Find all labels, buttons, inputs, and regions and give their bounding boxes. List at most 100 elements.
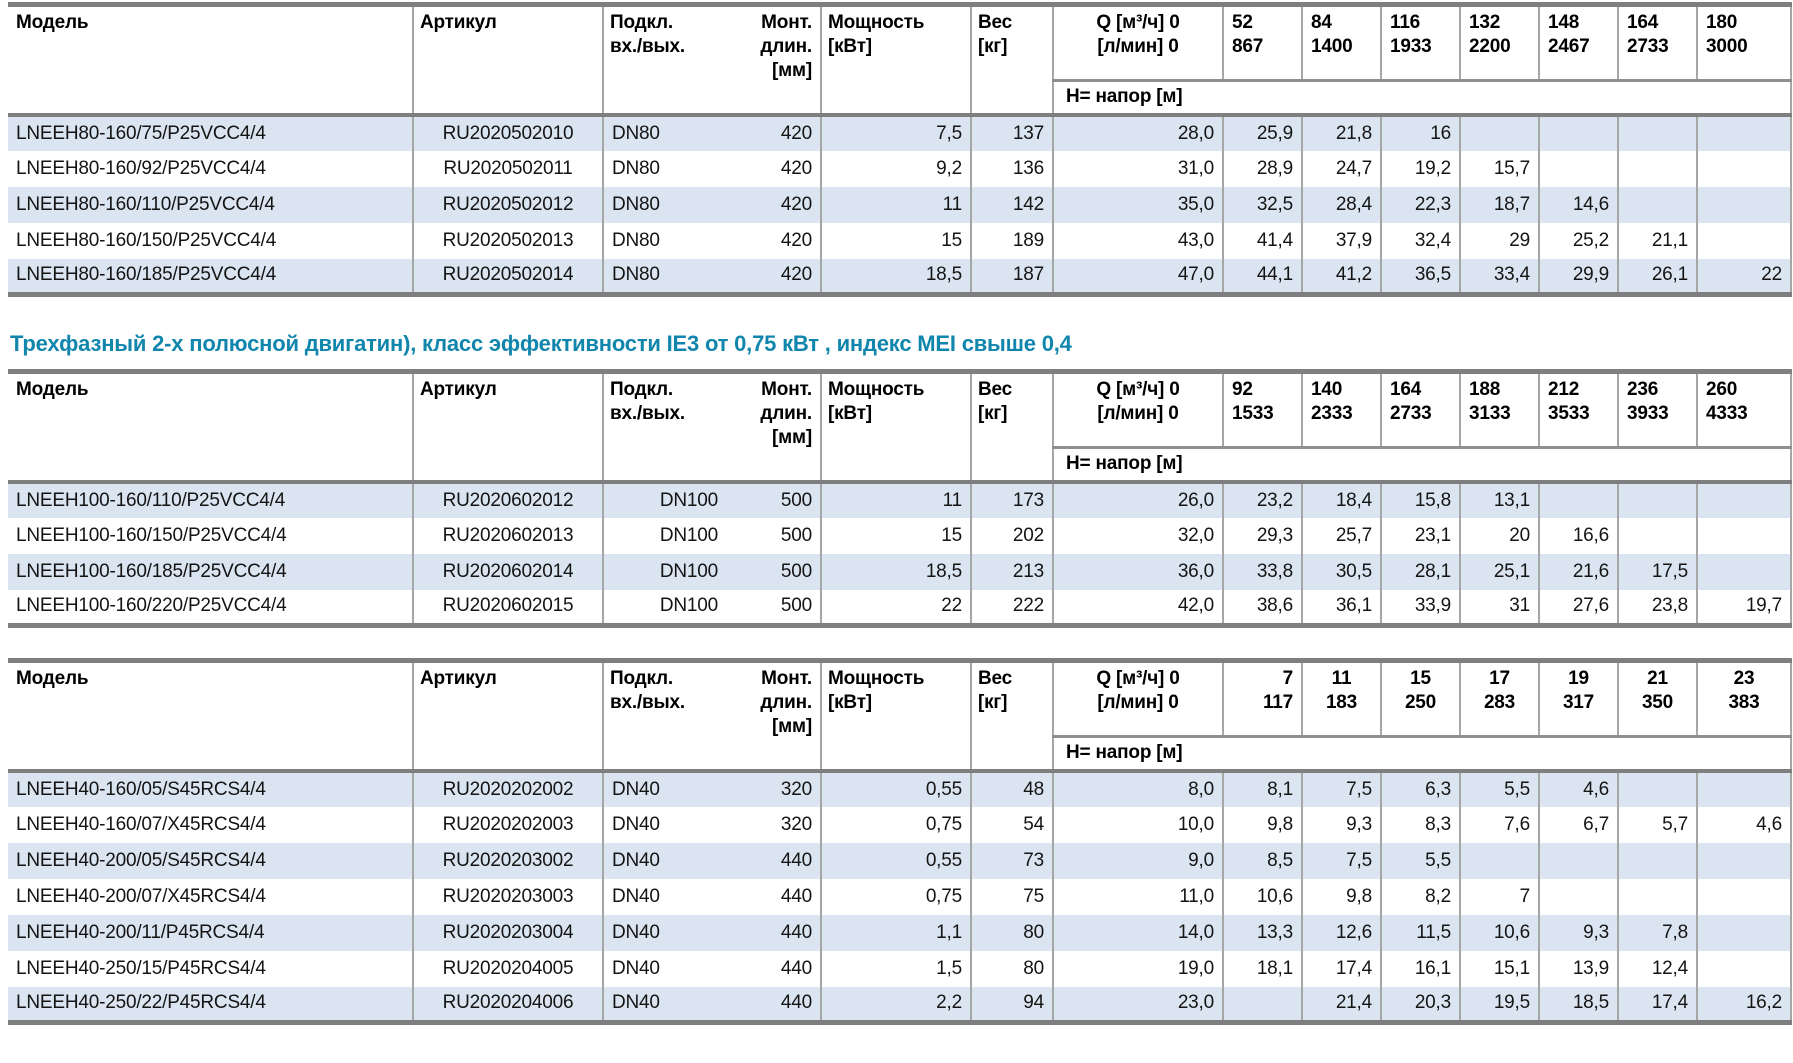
power-cell: 18,5 bbox=[820, 258, 971, 295]
conn-cell: DN40 bbox=[602, 878, 724, 915]
head-value-cell: 19,5 bbox=[1459, 986, 1539, 1023]
power-cell: 1,5 bbox=[820, 950, 971, 987]
flow-lmin: 3533 bbox=[1548, 403, 1590, 424]
head-value-cell: 17,4 bbox=[1617, 986, 1697, 1023]
col-header-mount-length: Монт. длин. [мм] bbox=[724, 371, 821, 484]
flow-m3h: 23 bbox=[1733, 668, 1755, 689]
head-value-cell: 9,8 bbox=[1222, 806, 1302, 843]
head-at-zero-cell: 36,0 bbox=[1052, 553, 1223, 590]
head-value-cell: 27,6 bbox=[1538, 589, 1618, 626]
header-line: [л/мин] 0 bbox=[1097, 403, 1179, 424]
conn-cell: DN40 bbox=[602, 950, 724, 987]
header-line: [мм] bbox=[772, 60, 812, 81]
flow-col-header: 148 2467 bbox=[1538, 4, 1618, 82]
head-value-cell: 8,5 bbox=[1222, 842, 1302, 879]
head-value-cell: 24,7 bbox=[1301, 150, 1381, 187]
head-value-cell: 8,3 bbox=[1380, 806, 1460, 843]
flow-lmin: 2733 bbox=[1390, 403, 1432, 424]
flow-col-header: 164 2733 bbox=[1617, 4, 1697, 82]
flow-lmin: 3933 bbox=[1627, 403, 1669, 424]
header-line: Q [м³/ч] 0 bbox=[1096, 12, 1180, 33]
head-value-cell: 8,1 bbox=[1222, 770, 1302, 807]
head-value-cell: 13,9 bbox=[1538, 950, 1618, 987]
head-value-cell: 22,3 bbox=[1380, 186, 1460, 223]
flow-col-header: 7 117 bbox=[1222, 660, 1302, 738]
head-value-cell bbox=[1617, 186, 1697, 223]
table-row: LNEEH80-160/75/P25VCC4/4 RU2020502010 DN80… bbox=[8, 114, 1791, 151]
model-cell: LNEEH40-200/07/X45RCS4/4 bbox=[16, 885, 266, 907]
head-value-cell: 14,6 bbox=[1538, 186, 1618, 223]
weight-cell: 73 bbox=[970, 842, 1053, 879]
article-cell: RU2020602015 bbox=[412, 589, 603, 626]
header-line: [мм] bbox=[772, 716, 812, 737]
pump-table-section-lneeh80: Модель Артикул Подкл. вх./вых. Монт. дли… bbox=[8, 2, 1792, 297]
header-line: [кВт] bbox=[828, 403, 872, 424]
head-at-zero-cell: 23,0 bbox=[1052, 986, 1223, 1023]
header-line: [кВт] bbox=[828, 36, 872, 57]
head-row-label: H= напор [м] bbox=[1052, 447, 1791, 484]
head-value-cell: 15,8 bbox=[1380, 481, 1460, 518]
head-value-cell: 12,4 bbox=[1617, 950, 1697, 987]
header-line: Q [м³/ч] 0 bbox=[1096, 668, 1180, 689]
head-value-cell: 18,7 bbox=[1459, 186, 1539, 223]
head-at-zero-cell: 43,0 bbox=[1052, 222, 1223, 259]
head-value-cell bbox=[1459, 842, 1539, 879]
conn-cell: DN80 bbox=[602, 186, 724, 223]
article-cell: RU2020204005 bbox=[412, 950, 603, 987]
flow-lmin: 1400 bbox=[1311, 36, 1353, 57]
head-value-cell: 21,8 bbox=[1301, 114, 1381, 151]
model-cell: LNEEH40-200/05/S45RCS4/4 bbox=[16, 849, 266, 871]
weight-cell: 189 bbox=[970, 222, 1053, 259]
header-line: Мощность bbox=[828, 668, 925, 689]
head-value-cell: 33,8 bbox=[1222, 553, 1302, 590]
article-cell: RU2020502011 bbox=[412, 150, 603, 187]
table-row: LNEEH80-160/110/P25VCC4/4 RU2020502012 DN8… bbox=[8, 186, 1791, 223]
head-value-cell: 15,7 bbox=[1459, 150, 1539, 187]
weight-cell: 202 bbox=[970, 517, 1053, 554]
col-header-mount-length: Монт. длин. [мм] bbox=[724, 4, 821, 117]
conn-cell: DN100 bbox=[602, 517, 724, 554]
head-value-cell: 7,8 bbox=[1617, 914, 1697, 951]
head-at-zero-cell: 42,0 bbox=[1052, 589, 1223, 626]
flow-lmin: 2733 bbox=[1627, 36, 1669, 57]
head-value-cell: 9,8 bbox=[1301, 878, 1381, 915]
head-value-cell: 25,7 bbox=[1301, 517, 1381, 554]
head-value-cell bbox=[1617, 770, 1697, 807]
power-cell: 0,75 bbox=[820, 878, 971, 915]
power-cell: 11 bbox=[820, 186, 971, 223]
head-value-cell: 12,6 bbox=[1301, 914, 1381, 951]
table-row: LNEEH80-160/92/P25VCC4/4 RU2020502011 DN80… bbox=[8, 150, 1791, 187]
article-cell: RU2020602013 bbox=[412, 517, 603, 554]
article-cell: RU2020602012 bbox=[412, 481, 603, 518]
head-value-cell bbox=[1696, 186, 1791, 223]
weight-cell: 222 bbox=[970, 589, 1053, 626]
head-value-cell bbox=[1696, 914, 1791, 951]
head-value-cell bbox=[1538, 150, 1618, 187]
flow-col-header: 132 2200 bbox=[1459, 4, 1539, 82]
flow-col-header: 212 3533 bbox=[1538, 371, 1618, 449]
table-row: LNEEH100-160/150/P25VCC4/4 RU2020602013 DN… bbox=[8, 517, 1791, 554]
flow-lmin: 317 bbox=[1562, 692, 1595, 713]
power-cell: 15 bbox=[820, 222, 971, 259]
head-value-cell bbox=[1538, 878, 1618, 915]
head-value-cell: 7,6 bbox=[1459, 806, 1539, 843]
conn-cell: DN100 bbox=[602, 589, 724, 626]
flow-m3h: 132 bbox=[1469, 12, 1501, 33]
flow-lmin: 117 bbox=[1262, 692, 1293, 713]
head-value-cell: 23,1 bbox=[1380, 517, 1460, 554]
flow-col-header: 84 1400 bbox=[1301, 4, 1381, 82]
head-value-cell bbox=[1696, 553, 1791, 590]
flow-lmin: 3000 bbox=[1706, 36, 1748, 57]
flow-col-header: 52 867 bbox=[1222, 4, 1302, 82]
flow-lmin: 350 bbox=[1641, 692, 1674, 713]
head-value-cell bbox=[1696, 517, 1791, 554]
mount-cell: 500 bbox=[780, 595, 812, 617]
head-value-cell: 15,1 bbox=[1459, 950, 1539, 987]
head-at-zero-cell: 26,0 bbox=[1052, 481, 1223, 518]
table-row: LNEEH40-200/07/X45RCS4/4 RU2020203003 DN40… bbox=[8, 878, 1791, 915]
header-line: длин. bbox=[760, 403, 812, 424]
header-line: [кг] bbox=[978, 36, 1008, 57]
flow-m3h: 15 bbox=[1410, 668, 1431, 689]
flow-col-header: 164 2733 bbox=[1380, 371, 1460, 449]
col-header-flow-q: Q [м³/ч] 0 [л/мин] 0 bbox=[1052, 660, 1223, 738]
